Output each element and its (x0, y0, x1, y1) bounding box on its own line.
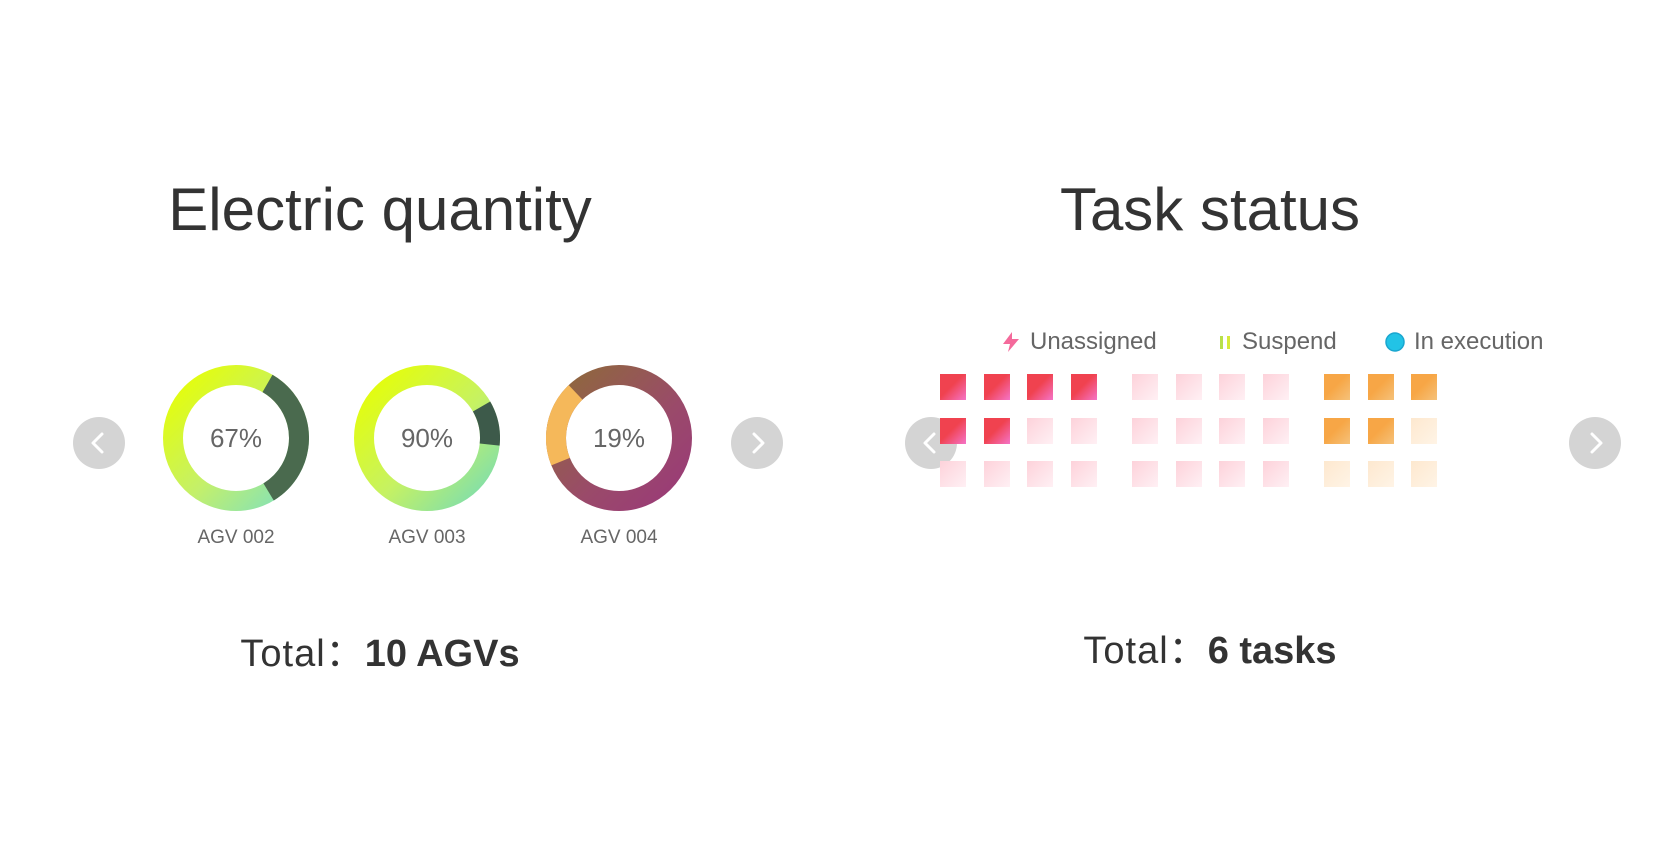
task-cell-unassigned (1027, 461, 1053, 487)
task-cell-unassigned (983, 417, 1010, 444)
chevron-left-icon (91, 432, 104, 454)
task-status-title: Task status (1059, 176, 1361, 243)
task-status-panel: Task status Unassigned Suspend In execut… (830, 0, 1660, 860)
task-cell-in-execution (1367, 417, 1394, 444)
task-cell-suspend (1262, 461, 1289, 487)
total-label: Total： (1083, 630, 1208, 672)
chevron-right-icon (1590, 432, 1603, 454)
task-cell-unassigned (940, 374, 966, 400)
electric-quantity-panel: Electric quantity 67% AGV 002 (0, 176, 783, 677)
task-cell-suspend (1175, 417, 1202, 444)
gauge-ring (546, 365, 692, 511)
task-cell-suspend (1132, 374, 1158, 400)
electric-total: Total：10 AGVs (0, 622, 760, 677)
electric-next-button[interactable] (731, 417, 783, 469)
task-cell-unassigned (940, 417, 966, 444)
battery-gauge-agv-004: 19% AGV 004 (546, 365, 692, 555)
gauge-ring (354, 365, 500, 511)
chevron-left-icon (923, 432, 936, 454)
task-cell-suspend (1262, 417, 1289, 444)
task-cell-unassigned (1070, 417, 1097, 444)
task-next-button[interactable] (1569, 417, 1621, 469)
lightning-icon (1003, 332, 1019, 352)
gauge-ring (163, 365, 309, 511)
task-cell-unassigned (940, 461, 966, 487)
gauge-label: AGV 002 (197, 527, 275, 548)
gauge-value: 19% (592, 422, 646, 453)
legend-label: Suspend (1242, 328, 1337, 355)
total-label: Total： (240, 633, 365, 675)
task-cell-in-execution (1324, 461, 1350, 487)
task-cell-suspend (1219, 461, 1245, 487)
task-cell-unassigned (983, 461, 1010, 487)
task-cell-suspend (1175, 461, 1202, 487)
gauge-label: AGV 003 (388, 527, 466, 548)
circle-icon (1385, 332, 1405, 352)
legend-item-in-execution: In execution (1384, 328, 1543, 356)
task-cell-in-execution (1324, 417, 1350, 444)
task-cell-suspend (1175, 374, 1202, 400)
legend-item-unassigned: Unassigned (1000, 328, 1157, 356)
task-cell-suspend (1262, 374, 1289, 400)
electric-quantity-title: Electric quantity (168, 176, 592, 243)
task-cell-suspend (1132, 417, 1158, 444)
gauge-value: 90% (400, 422, 454, 453)
task-cell-in-execution (1411, 461, 1437, 487)
legend-label: In execution (1414, 328, 1544, 355)
total-value: 6 tasks (1207, 630, 1337, 672)
task-cell-suspend (1219, 374, 1245, 400)
task-cell-in-execution (1411, 374, 1437, 400)
task-cell-in-execution (1411, 417, 1437, 444)
battery-gauge-agv-002: 67% AGV 002 (163, 365, 309, 555)
task-cell-unassigned (983, 374, 1010, 400)
task-cell-in-execution (1367, 461, 1394, 487)
gauge-value: 67% (209, 422, 263, 453)
total-value: 10 AGVs (364, 633, 520, 675)
task-cell-unassigned (1070, 461, 1097, 487)
legend-item-suspend: Suspend (1218, 328, 1337, 356)
task-cell-unassigned (1070, 374, 1097, 400)
task-cell-unassigned (1027, 374, 1053, 400)
chevron-right-icon (752, 432, 765, 454)
task-cell-in-execution (1367, 374, 1394, 400)
task-cell-suspend (1219, 417, 1245, 444)
battery-gauge-agv-003: 90% AGV 003 (354, 365, 500, 555)
legend-label: Unassigned (1030, 328, 1157, 355)
gauge-label: AGV 004 (580, 527, 658, 548)
pause-icon (1220, 336, 1230, 349)
electric-prev-button[interactable] (73, 417, 125, 469)
task-cell-unassigned (1027, 417, 1053, 444)
task-cell-suspend (1132, 461, 1158, 487)
task-total: Total：6 tasks (830, 619, 1590, 674)
task-cell-in-execution (1324, 374, 1350, 400)
